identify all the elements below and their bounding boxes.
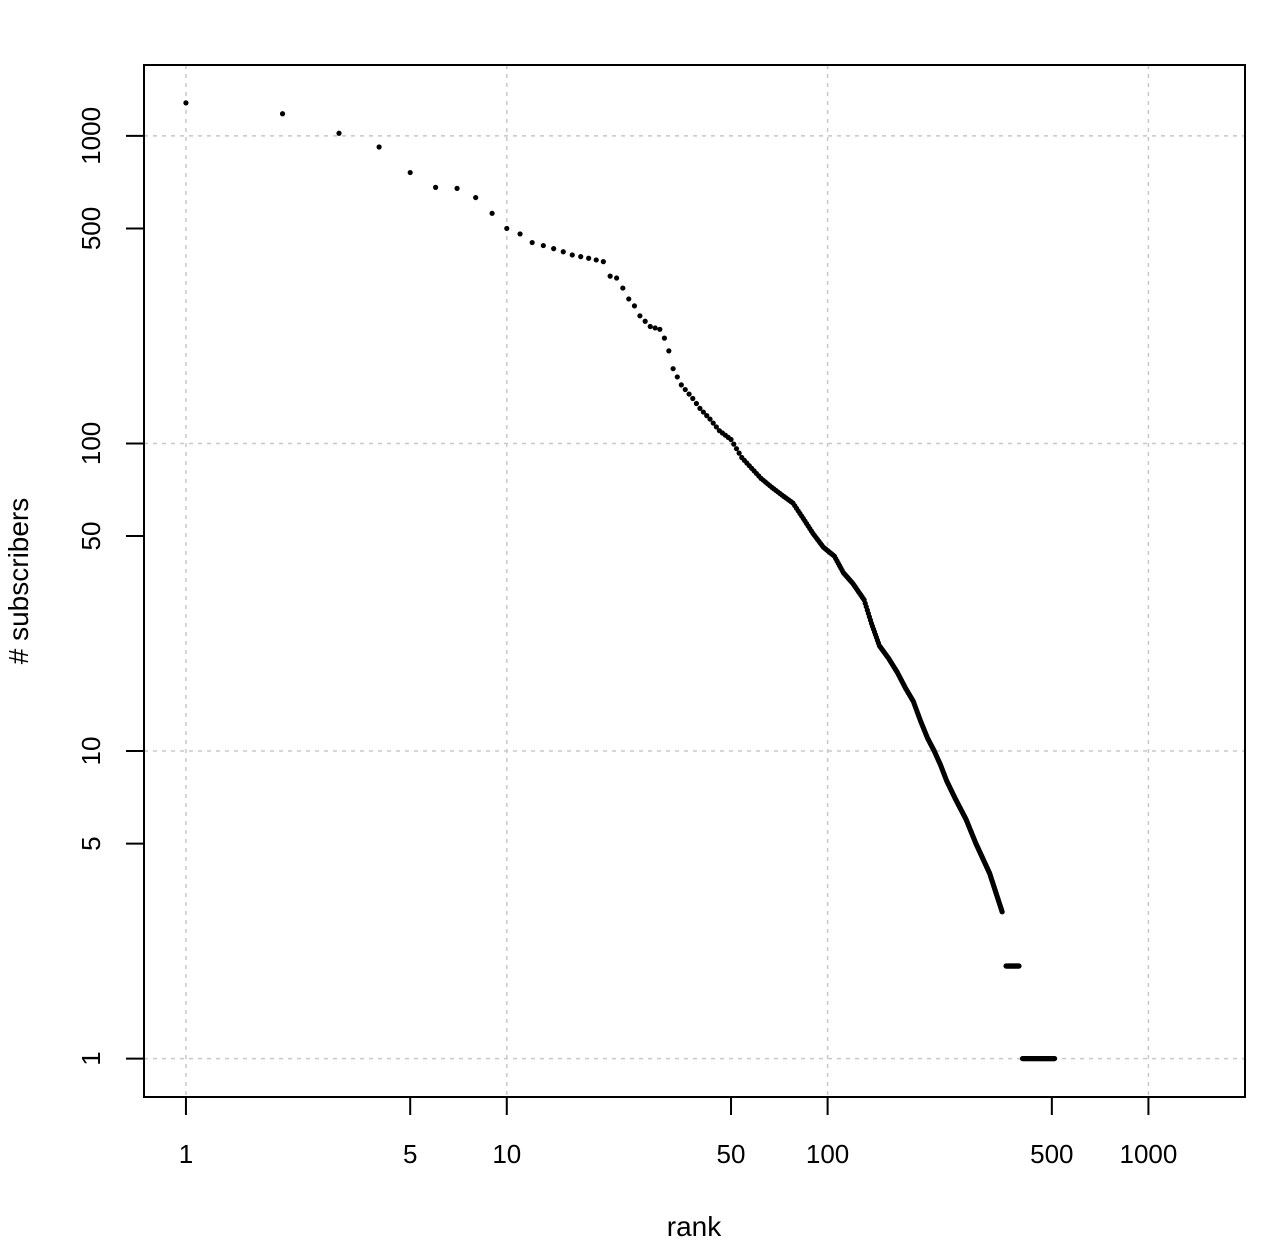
- y-tick-label: 500: [76, 207, 106, 250]
- y-axis: 1 5 10 50 100 500 1000: [76, 107, 145, 1066]
- x-tick-label: 10: [492, 1139, 521, 1169]
- data-point: [336, 130, 342, 136]
- data-point: [560, 249, 566, 255]
- data-point: [686, 391, 692, 397]
- data-point: [631, 303, 638, 309]
- data-points: [183, 100, 1058, 1062]
- data-point: [433, 184, 439, 190]
- data-point: [670, 366, 676, 372]
- data-point: [376, 144, 382, 150]
- gridlines: [144, 65, 1245, 1097]
- data-point: [540, 242, 546, 249]
- data-point: [473, 194, 479, 201]
- data-point: [999, 909, 1005, 915]
- y-tick-label: 50: [76, 522, 106, 551]
- data-point: [600, 259, 606, 265]
- data-point: [489, 210, 495, 216]
- data-point: [647, 323, 653, 330]
- x-tick-label: 100: [806, 1139, 849, 1169]
- data-point: [697, 405, 703, 411]
- x-tick-label: 500: [1030, 1139, 1073, 1169]
- data-point: [707, 416, 713, 422]
- data-point: [682, 386, 688, 393]
- data-point: [700, 409, 706, 415]
- data-point: [529, 239, 535, 246]
- data-point: [183, 100, 189, 106]
- data-point: [586, 255, 592, 261]
- data-point: [517, 231, 523, 237]
- y-axis-title: # subscribers: [3, 498, 34, 665]
- data-point: [674, 374, 680, 380]
- data-point: [728, 436, 734, 443]
- data-point: [620, 285, 626, 291]
- x-tick-label: 50: [717, 1139, 746, 1169]
- data-point: [710, 420, 716, 426]
- x-axis-title: rank: [667, 1211, 722, 1242]
- data-point: [637, 313, 643, 319]
- x-tick-label: 1000: [1120, 1139, 1178, 1169]
- y-tick-label: 1000: [76, 107, 106, 165]
- data-point: [578, 254, 584, 260]
- x-axis: 1 5 10 50 100 500 1000: [179, 1096, 1178, 1169]
- y-tick-label: 10: [76, 737, 106, 766]
- data-point: [454, 185, 460, 191]
- data-point: [642, 318, 648, 324]
- data-point: [279, 111, 286, 117]
- data-point: [690, 395, 696, 402]
- y-tick-label: 5: [76, 836, 106, 850]
- data-point: [551, 246, 557, 252]
- data-point: [704, 413, 710, 419]
- x-tick-label: 5: [403, 1139, 417, 1169]
- data-point: [652, 325, 658, 331]
- y-tick-label: 100: [76, 422, 106, 465]
- data-point: [731, 441, 737, 447]
- plot-frame: [143, 64, 1246, 1098]
- data-point: [678, 382, 684, 388]
- data-point: [626, 296, 632, 302]
- data-point: [593, 257, 599, 263]
- data-point: [569, 252, 575, 258]
- data-point: [607, 273, 613, 279]
- data-point: [661, 335, 668, 341]
- data-point: [614, 275, 620, 281]
- data-point: [693, 400, 700, 407]
- x-tick-label: 1: [179, 1139, 193, 1169]
- data-point: [407, 169, 413, 176]
- data-point: [733, 446, 740, 452]
- data-point: [504, 225, 510, 232]
- data-point: [736, 450, 742, 456]
- data-point: [713, 424, 719, 430]
- data-point: [1052, 1055, 1058, 1062]
- y-tick-label: 1: [76, 1051, 106, 1065]
- data-point: [657, 326, 663, 332]
- data-point: [666, 348, 672, 354]
- data-point: [1016, 963, 1022, 969]
